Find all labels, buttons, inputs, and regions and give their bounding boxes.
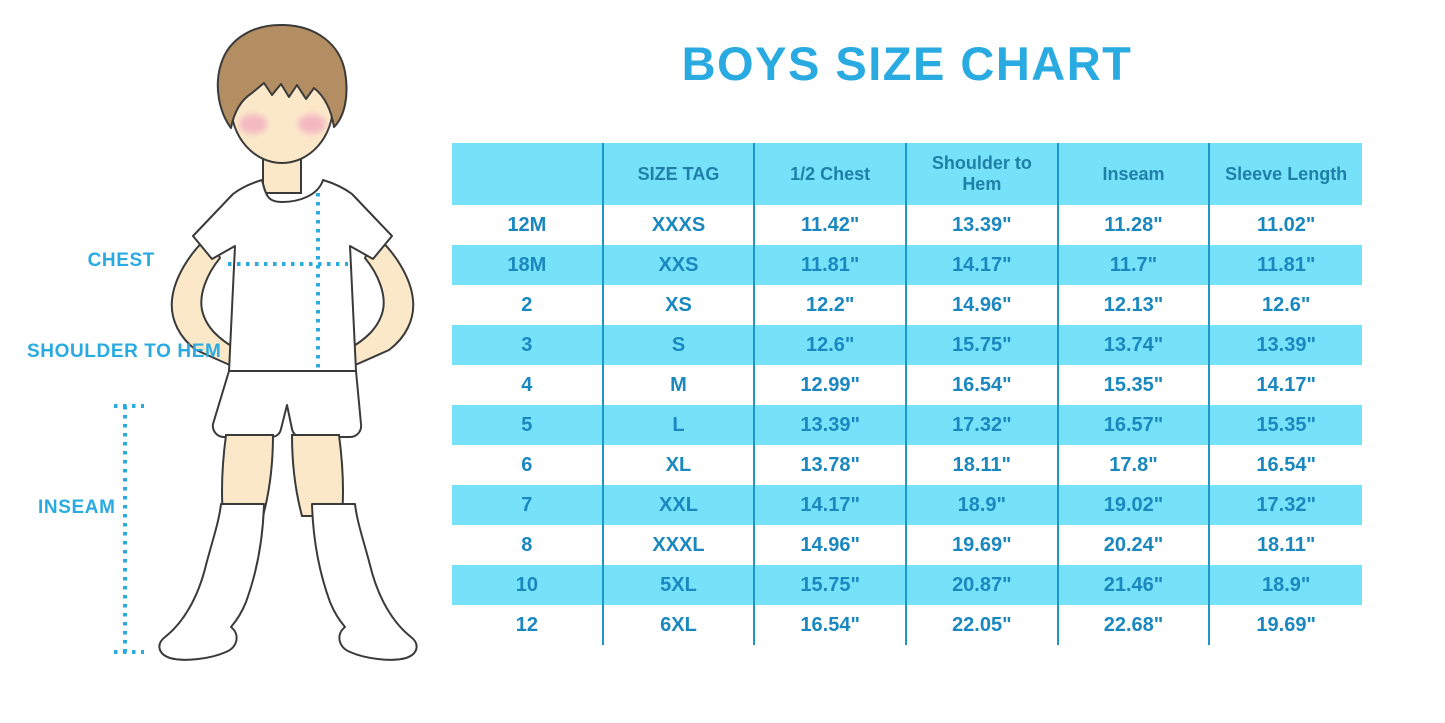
inseam-label: INSEAM [38,497,116,518]
boy-sock-right [311,503,418,661]
table-cell: 20.87" [907,565,1059,605]
table-cell: 12 [452,605,604,645]
boy-cheek-left [239,114,267,134]
size-table: SIZE TAG 1/2 Chest Shoulder to Hem Inseam Sl… [452,143,1362,645]
table-cell: XXXL [604,525,756,565]
table-row: 3 S 12.6" 15.75" 13.74" 13.39" [452,325,1362,365]
table-cell: 11.81" [1256,253,1316,276]
table-cell: 14.17" [1256,373,1316,396]
table-cell: 10 [452,565,604,605]
table-cell: 4 [452,365,604,405]
boy-cheek-right [298,114,326,134]
table-cell: XXXS [604,205,756,245]
boy-measurement-illustration [114,23,418,661]
table-cell: 13.39" [755,405,907,445]
table-cell: 22.68" [1059,605,1211,645]
column-header: Inseam [1059,143,1211,205]
table-row: 6 XL 13.78" 18.11" 17.8" 16.54" [452,445,1362,485]
table-cell: 16.54" [755,605,907,645]
table-cell: 5XL [604,565,756,605]
table-cell: 18.11" [907,445,1059,485]
boy-hair [216,23,348,129]
table-cell: L [604,405,756,445]
table-cell: 5 [452,405,604,445]
table-cell: 15.75" [907,325,1059,365]
table-cell: 19.69" [1256,613,1316,636]
table-row: 7 XXL 14.17" 18.9" 19.02" 17.32" [452,485,1362,525]
table-cell: XS [604,285,756,325]
table-cell: 18M [452,245,604,285]
table-row: 12M XXXS 11.42" 13.39" 11.28" 11.02" [452,205,1362,245]
column-header: 1/2 Chest [755,143,907,205]
table-cell: 22.05" [907,605,1059,645]
table-cell: 21.46" [1059,565,1211,605]
table-cell: 17.8" [1059,445,1211,485]
column-header: SIZE TAG [604,143,756,205]
column-header: Sleeve Length [1225,163,1348,184]
table-cell: 12.13" [1059,285,1211,325]
table-cell: 3 [452,325,604,365]
table-cell: 15.75" [755,565,907,605]
table-row: 8 XXXL 14.96" 19.69" 20.24" 18.11" [452,525,1362,565]
shoulder-to-hem-label: SHOULDER TO HEM [27,341,222,362]
table-cell: 14.96" [755,525,907,565]
table-cell: 12.99" [755,365,907,405]
column-header: Shoulder to Hem [907,143,1059,205]
table-cell: 12.2" [755,285,907,325]
table-cell: 19.02" [1059,485,1211,525]
table-cell: 16.57" [1059,405,1211,445]
table-row: 4 M 12.99" 16.54" 15.35" 14.17" [452,365,1362,405]
boy-shorts [211,370,363,438]
table-cell: 14.96" [907,285,1059,325]
table-cell: 15.35" [1256,413,1316,436]
table-cell: S [604,325,756,365]
table-row: 12 6XL 16.54" 22.05" 22.68" 19.69" [452,605,1362,645]
table-cell: 13.78" [755,445,907,485]
table-row: 5 L 13.39" 17.32" 16.57" 15.35" [452,405,1362,445]
table-cell: 18.11" [1256,533,1316,556]
size-table-body: 12M XXXS 11.42" 13.39" 11.28" 11.02" 18M XXS 11.… [452,205,1362,645]
boy-sock-left [158,503,265,661]
table-cell: 17.32" [907,405,1059,445]
table-cell: 20.24" [1059,525,1211,565]
table-row: 10 5XL 15.75" 20.87" 21.46" 18.9" [452,565,1362,605]
table-cell: 14.17" [907,245,1059,285]
table-cell: 13.39" [907,205,1059,245]
table-cell: 15.35" [1059,365,1211,405]
table-cell: 17.32" [1256,493,1316,516]
table-header-row: SIZE TAG 1/2 Chest Shoulder to Hem Inseam Sl… [452,143,1362,205]
table-cell: M [604,365,756,405]
chest-label: CHEST [87,250,155,271]
table-cell: 19.69" [907,525,1059,565]
table-cell: 18.9" [1261,573,1311,596]
table-cell: 14.17" [755,485,907,525]
boy-arm-right [346,234,415,367]
table-cell: 6 [452,445,604,485]
table-cell: 11.02" [1256,213,1316,236]
boy-tshirt [192,179,393,372]
table-cell: 16.54" [907,365,1059,405]
table-cell: 13.74" [1059,325,1211,365]
table-cell: XXS [604,245,756,285]
page-title: BOYS SIZE CHART [681,37,1133,90]
table-cell: 11.28" [1059,205,1211,245]
table-cell: 11.42" [755,205,907,245]
table-cell: 6XL [604,605,756,645]
table-cell: XL [604,445,756,485]
table-cell: 8 [452,525,604,565]
table-cell: 13.39" [1256,333,1316,356]
table-cell: 11.81" [755,245,907,285]
table-cell: 16.54" [1256,453,1316,476]
table-row: 18M XXS 11.81" 14.17" 11.7" 11.81" [452,245,1362,285]
table-cell: 7 [452,485,604,525]
column-header [452,143,604,205]
table-row: 2 XS 12.2" 14.96" 12.13" 12.6" [452,285,1362,325]
table-cell: XXL [604,485,756,525]
table-cell: 12.6" [1261,293,1311,316]
table-cell: 12.6" [755,325,907,365]
table-cell: 11.7" [1059,245,1211,285]
table-cell: 18.9" [907,485,1059,525]
table-cell: 2 [452,285,604,325]
table-cell: 12M [452,205,604,245]
